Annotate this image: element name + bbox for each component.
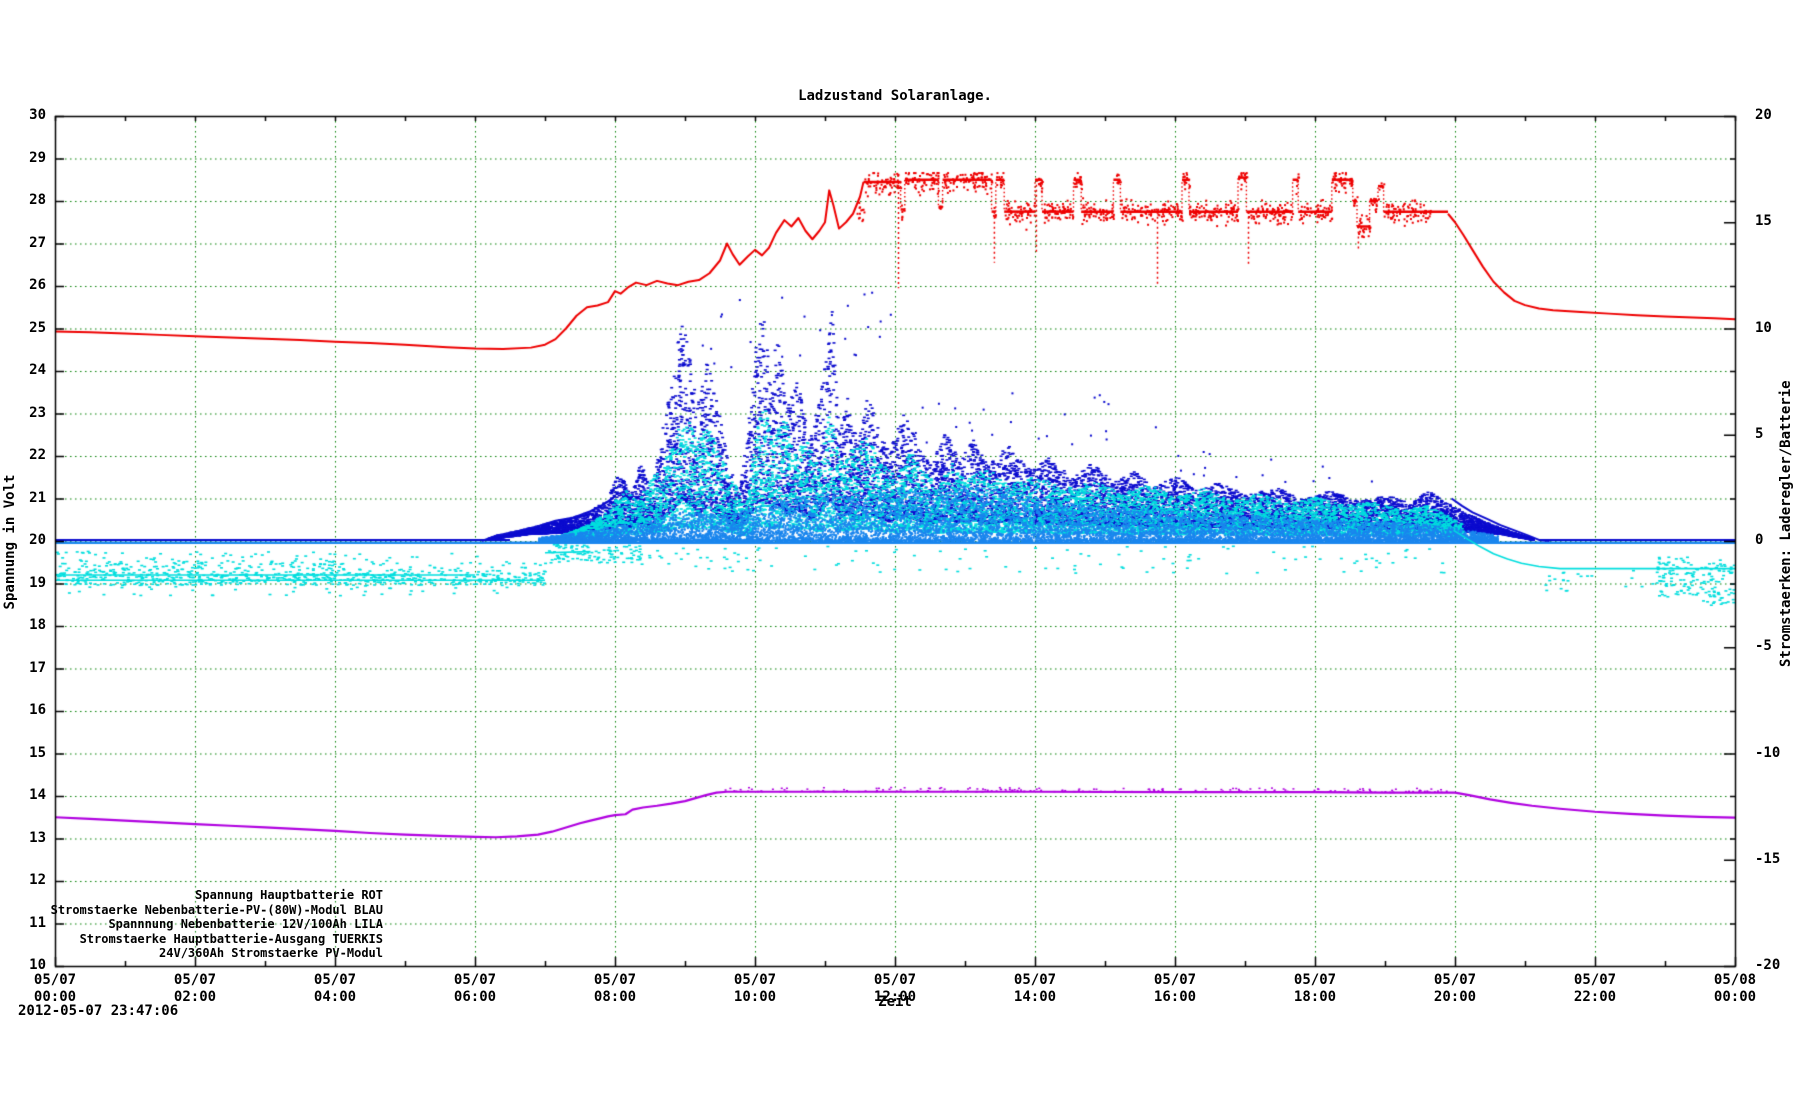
y-tick-label: 17 [29, 659, 46, 676]
x-tick-label: 05/07 00:00 [33, 972, 77, 1005]
y-tick-label: 22 [29, 447, 46, 463]
y2-tick-label: -20 [1755, 957, 1781, 973]
chart-title: Ladzustand Solaranlage. [798, 88, 992, 104]
y-tick-label: 14 [29, 787, 46, 803]
x-tick-label: 05/07 10:00 [733, 972, 777, 1005]
y-tick-label: 26 [29, 277, 46, 293]
plot-timestamp: 2012-05-07 23:47:06 [18, 1003, 179, 1019]
legend-block: Spannung Hauptbatterie ROT Stromstaerke N… [24, 888, 383, 961]
y-tick-label: 18 [29, 617, 46, 633]
y-tick-label: 16 [29, 702, 46, 718]
y2-tick-label: 10 [1755, 319, 1772, 336]
y2-tick-label: 5 [1755, 425, 1764, 442]
y-tick-label: 21 [29, 489, 46, 506]
x-tick-label: 05/07 14:00 [1013, 972, 1057, 1005]
x-tick-label: 05/07 12:00 [873, 972, 917, 1005]
x-tick-label: 05/07 06:00 [453, 972, 497, 1005]
x-tick-label: 05/07 18:00 [1293, 972, 1337, 1005]
y2-tick-label: 0 [1755, 532, 1764, 548]
y-tick-label: 20 [29, 532, 46, 548]
y-tick-label: 25 [29, 319, 46, 336]
x-axis-label: Zeit [878, 994, 912, 1010]
y-tick-label: 11 [29, 914, 46, 931]
x-tick-label: 05/07 16:00 [1153, 972, 1197, 1005]
legend-line: 24V/360Ah Stromstaerke PV-Modul [159, 946, 383, 960]
legend-line: Stromstaerke Hauptbatterie-Ausgang TUERK… [79, 931, 383, 946]
x-tick-label: 05/08 00:00 [1713, 972, 1757, 1005]
y2-tick-label: -10 [1755, 744, 1781, 761]
x-tick-label: 05/07 04:00 [313, 972, 357, 1005]
legend-line: Spannung Hauptbatterie ROT [195, 888, 383, 902]
x-tick-label: 05/07 02:00 [173, 972, 217, 1005]
y2-tick-label: 20 [1755, 107, 1772, 123]
y-tick-label: 19 [29, 574, 46, 591]
y-tick-label: 13 [29, 829, 46, 846]
y-tick-label: 10 [29, 957, 46, 973]
x-tick-label: 05/07 20:00 [1433, 972, 1477, 1005]
y2-tick-label: 15 [1755, 213, 1772, 230]
y-tick-label: 24 [29, 362, 46, 378]
y2-tick-label: -15 [1755, 850, 1781, 867]
y-tick-label: 27 [29, 234, 46, 251]
x-tick-label: 05/07 08:00 [593, 972, 637, 1005]
y-tick-label: 12 [29, 872, 46, 888]
y2-tick-label: -5 [1755, 638, 1772, 655]
y-tick-label: 28 [29, 192, 46, 208]
x-tick-label: 05/07 22:00 [1573, 972, 1617, 1005]
y-tick-label: 30 [29, 107, 46, 123]
y-tick-label: 23 [29, 404, 46, 421]
y-tick-label: 15 [29, 744, 46, 761]
legend-line: Stromstaerke Nebenbatterie-PV-(80W)-Modu… [50, 902, 383, 917]
y-tick-label: 29 [29, 149, 46, 166]
legend-line: Spannnung Nebenbatterie 12V/100Ah LILA [108, 917, 383, 931]
